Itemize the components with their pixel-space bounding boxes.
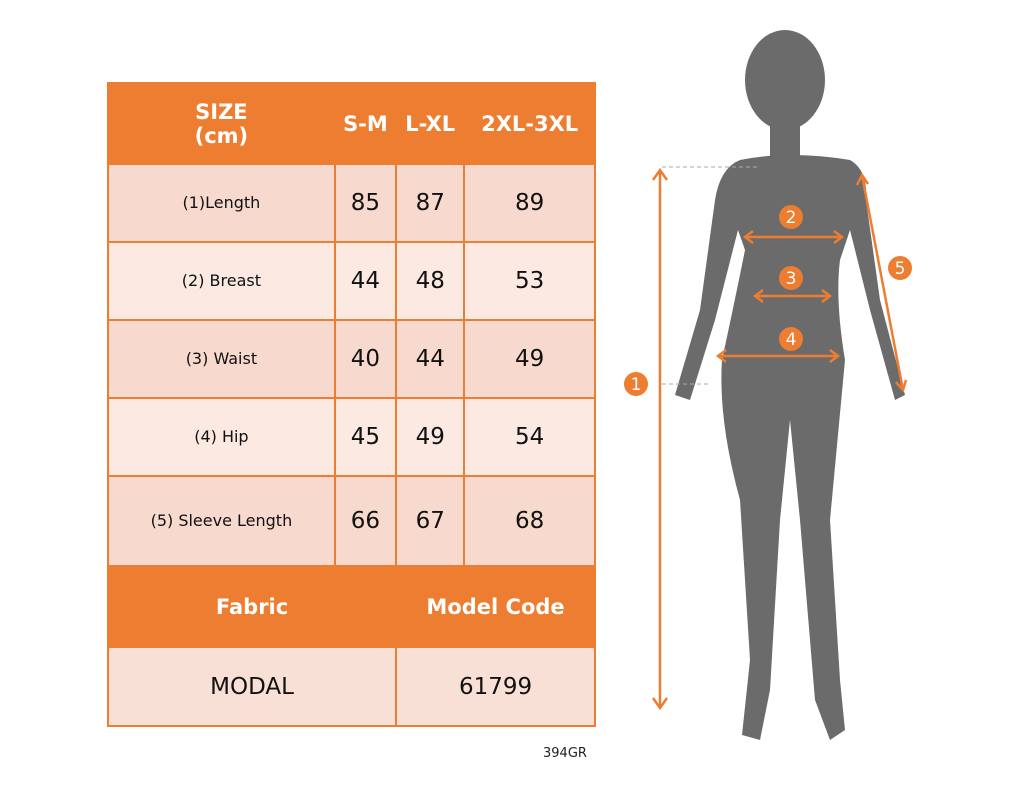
cell: 54 — [465, 399, 594, 475]
cell: 44 — [397, 321, 464, 397]
table-row: (5) Sleeve Length 66 67 68 — [109, 477, 594, 565]
cell: 89 — [465, 165, 594, 241]
row-label: (4) Hip — [109, 399, 334, 475]
marker-1: 1 — [631, 375, 642, 395]
product-code: 394GR — [543, 746, 587, 761]
measurement-lines — [651, 167, 908, 711]
cell: 49 — [465, 321, 594, 397]
row-label: (2) Breast — [109, 243, 334, 319]
size-header: L-XL — [397, 84, 464, 163]
fabric-header: Fabric — [109, 567, 396, 646]
size-unit-header: SIZE (cm) — [109, 84, 334, 163]
cell: 48 — [397, 243, 464, 319]
row-label: (3) Waist — [109, 321, 334, 397]
cell: 44 — [335, 243, 396, 319]
cell: 67 — [397, 477, 464, 565]
cell: 49 — [397, 399, 464, 475]
marker-4: 4 — [786, 330, 797, 350]
fabric-value: MODAL — [109, 648, 396, 725]
cell: 45 — [335, 399, 396, 475]
model-code-header: Model Code — [397, 567, 594, 646]
footer-header-row: Fabric Model Code — [109, 567, 594, 646]
size-header: S-M — [335, 84, 396, 163]
table-row: (2) Breast 44 48 53 — [109, 243, 594, 319]
cell: 87 — [397, 165, 464, 241]
guide-lines — [662, 166, 760, 385]
size-table: SIZE (cm) S-M L-XL 2XL-3XL (1)Length 85 … — [107, 82, 596, 727]
cell: 85 — [335, 165, 396, 241]
footer-row: MODAL 61799 — [109, 648, 594, 725]
cell: 53 — [465, 243, 594, 319]
measurement-markers: 1 2 3 4 5 — [624, 205, 912, 396]
table-row: (3) Waist 40 44 49 — [109, 321, 594, 397]
cell: 66 — [335, 477, 396, 565]
silhouette — [675, 30, 905, 740]
marker-3: 3 — [786, 269, 797, 289]
size-header: 2XL-3XL — [465, 84, 594, 163]
row-label: (5) Sleeve Length — [109, 477, 334, 565]
size-header-row: SIZE (cm) S-M L-XL 2XL-3XL — [109, 84, 594, 163]
marker-5: 5 — [895, 259, 906, 279]
table-row: (1)Length 85 87 89 — [109, 165, 594, 241]
cell: 40 — [335, 321, 396, 397]
row-label: (1)Length — [109, 165, 334, 241]
cell: 68 — [465, 477, 594, 565]
table-row: (4) Hip 45 49 54 — [109, 399, 594, 475]
marker-2: 2 — [786, 208, 797, 228]
model-code-value: 61799 — [397, 648, 594, 725]
